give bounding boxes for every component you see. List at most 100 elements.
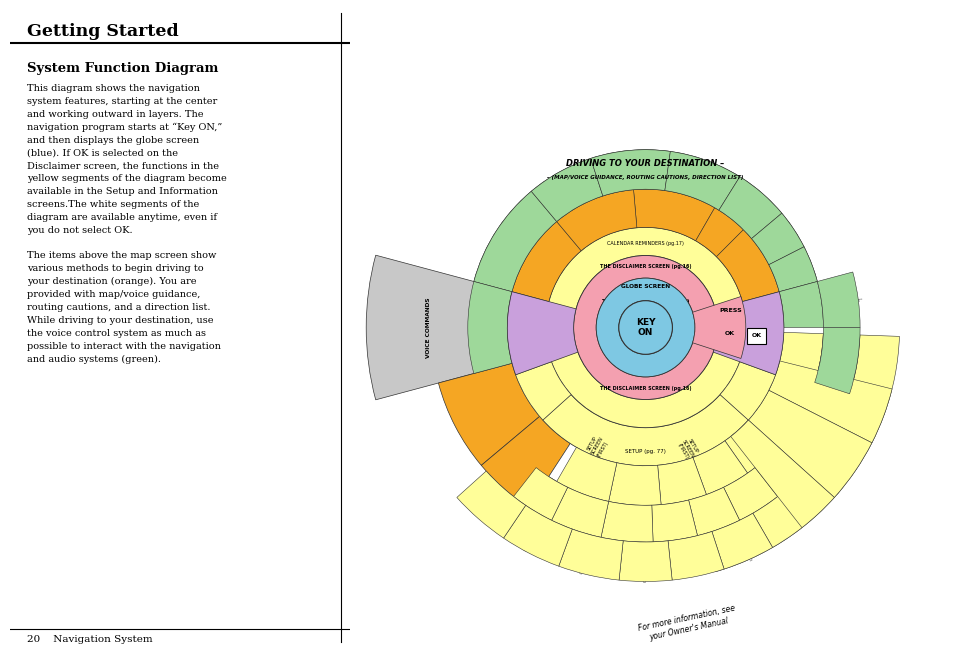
Text: ROUTING
GUIDANCE: ROUTING GUIDANCE xyxy=(741,429,767,455)
Wedge shape xyxy=(590,159,603,196)
Text: KEY
ON: KEY ON xyxy=(636,318,656,337)
Wedge shape xyxy=(658,457,707,504)
Text: VOICE:
"INFORMATION
SCREEN"
(pg. 89): VOICE: "INFORMATION SCREEN" (pg. 89) xyxy=(495,225,531,257)
Text: VOICE:
"DISPLAY (OR SAVE)
CURRENT LOCATION"
(pg.61): VOICE: "DISPLAY (OR SAVE) CURRENT LOCATI… xyxy=(684,155,715,202)
Wedge shape xyxy=(572,495,621,540)
Text: This diagram shows the navigation
system features, starting at the center
and wo: This diagram shows the navigation system… xyxy=(27,84,227,364)
Wedge shape xyxy=(656,460,695,505)
Text: 20    Navigation System: 20 Navigation System xyxy=(27,635,153,645)
Text: OFF-ROAD TRACKING
(pg. 80, 90): OFF-ROAD TRACKING (pg. 80, 90) xyxy=(622,501,635,545)
Text: VOICE:
"MENU" (to
change route)
(pg. 63): VOICE: "MENU" (to change route) (pg. 63) xyxy=(554,172,584,207)
Text: OK
NOT
PRESS.: OK NOT PRESS. xyxy=(532,322,549,340)
Wedge shape xyxy=(552,487,609,537)
Text: VOICE HELP: VOICE HELP xyxy=(675,507,684,534)
Text: VOICE:
"SET WAYPOINT"
(pg. 63): VOICE: "SET WAYPOINT" (pg. 63) xyxy=(732,191,766,226)
Text: MAP LEGEND: MAP LEGEND xyxy=(636,508,642,539)
Wedge shape xyxy=(574,255,717,400)
Text: VOICE:
"HOW FAR TO THE
DESTINATION?"
(pg. 139): VOICE: "HOW FAR TO THE DESTINATION?" (pg… xyxy=(621,150,642,190)
Text: PINs (pg. 80): PINs (pg. 80) xyxy=(813,397,839,411)
Wedge shape xyxy=(531,159,603,221)
Wedge shape xyxy=(731,420,834,528)
Text: PINs (pg. 80): PINs (pg. 80) xyxy=(843,426,866,441)
Text: MATH (pg. 72): MATH (pg. 72) xyxy=(637,468,643,503)
Wedge shape xyxy=(752,214,781,238)
Wedge shape xyxy=(516,362,571,420)
Wedge shape xyxy=(512,221,581,301)
Wedge shape xyxy=(695,487,739,534)
Text: LIST (pg. 70): LIST (pg. 70) xyxy=(601,465,613,496)
Text: CONTINUE
TO THE
DESTINATION
AFTER
(RESTART)
(pg. 65): CONTINUE TO THE DESTINATION AFTER (RESTA… xyxy=(731,250,767,286)
Text: – (MAP/VOICE GUIDANCE, ROUTING CAUTIONS, DIRECTION LIST): – (MAP/VOICE GUIDANCE, ROUTING CAUTIONS,… xyxy=(547,176,744,180)
Wedge shape xyxy=(634,189,715,241)
Wedge shape xyxy=(731,417,810,496)
Wedge shape xyxy=(815,328,860,394)
Text: GUIDE PROMPTS
(pg. 79): GUIDE PROMPTS (pg. 79) xyxy=(478,490,506,519)
Wedge shape xyxy=(474,150,817,291)
Wedge shape xyxy=(609,463,661,505)
Circle shape xyxy=(619,301,672,354)
Wedge shape xyxy=(712,514,773,569)
Text: NAVI AUDIO (pg. 69): NAVI AUDIO (pg. 69) xyxy=(714,439,745,484)
Text: ENTER (pg. 71): ENTER (pg. 71) xyxy=(564,451,586,487)
Wedge shape xyxy=(531,191,557,221)
Text: ADD BOOK (pg. 78): ADD BOOK (pg. 78) xyxy=(857,367,894,378)
Text: VOICE:
"WHAT TIME
IS IT?"
(pg. 139): VOICE: "WHAT TIME IS IT?" (pg. 139) xyxy=(789,298,815,318)
Text: LIST (pg. 70): LIST (pg. 70) xyxy=(694,460,710,491)
Wedge shape xyxy=(549,443,598,495)
Wedge shape xyxy=(749,390,872,497)
Wedge shape xyxy=(684,452,724,498)
Wedge shape xyxy=(769,361,892,443)
Text: UNITS MI/KM (pg. 92): UNITS MI/KM (pg. 92) xyxy=(785,428,823,457)
Text: ADJ. TIME (pg. 93): ADJ. TIME (pg. 93) xyxy=(705,494,721,530)
Text: SETUP
SCREEN
(FIRST): SETUP SCREEN (FIRST) xyxy=(586,433,610,458)
Text: OK: OK xyxy=(725,331,735,335)
Text: INFORMATION SCREEN
(pg. 144): INFORMATION SCREEN (pg. 144) xyxy=(460,389,517,426)
Text: UNVERIFIED (pg. 83): UNVERIFIED (pg. 83) xyxy=(770,500,797,534)
Wedge shape xyxy=(776,332,824,388)
Wedge shape xyxy=(769,247,817,291)
Text: GLOBE SCREEN: GLOBE SCREEN xyxy=(621,284,670,289)
Wedge shape xyxy=(507,291,578,375)
Text: System Function Diagram: System Function Diagram xyxy=(27,62,218,75)
Text: VOLUME
(pg. 73): VOLUME (pg. 73) xyxy=(798,430,817,447)
Text: CONVERT (pg. 72): CONVERT (pg. 72) xyxy=(667,461,680,505)
Wedge shape xyxy=(529,477,585,529)
Wedge shape xyxy=(705,520,756,572)
Wedge shape xyxy=(752,214,804,265)
Text: VOICE:
"MENU" FOR
ENTER
DESTINATION
SCREEN
(pg. 21): VOICE: "MENU" FOR ENTER DESTINATION SCRE… xyxy=(700,214,738,253)
Text: COLOR: COLOR xyxy=(633,477,639,494)
Wedge shape xyxy=(696,208,743,257)
Text: BRIGHTNESS
ZOOM IN/OUT: BRIGHTNESS ZOOM IN/OUT xyxy=(775,412,809,440)
Text: VOICE:
"GO HOME"
(pg. 14): VOICE: "GO HOME" (pg. 14) xyxy=(529,248,562,277)
Wedge shape xyxy=(817,272,860,328)
Wedge shape xyxy=(780,282,824,328)
Text: ADJ. TIME (pg. 93): ADJ. TIME (pg. 93) xyxy=(688,539,700,574)
Text: VOICE:
AUDIO
(pg. 142, 143): VOICE: AUDIO (pg. 142, 143) xyxy=(778,259,809,282)
Text: CALENDAR: CALENDAR xyxy=(550,491,566,515)
Text: REAR CAMERA
(REVERSE): REAR CAMERA (REVERSE) xyxy=(730,375,766,403)
Wedge shape xyxy=(756,447,805,496)
Text: For more information, see
your Owner's Manual: For more information, see your Owner's M… xyxy=(637,604,738,644)
Text: THE DISCLAIMER SCREEN (pg.16): THE DISCLAIMER SCREEN (pg.16) xyxy=(600,386,691,390)
Text: UNVERIFIED (pg. 83): UNVERIFIED (pg. 83) xyxy=(763,454,795,488)
Text: SYSTEM
INFO: SYSTEM INFO xyxy=(581,464,597,486)
Wedge shape xyxy=(514,468,567,520)
Text: VOICE COMMANDS: VOICE COMMANDS xyxy=(426,297,431,358)
Wedge shape xyxy=(590,150,670,196)
Text: CLOCK TYPE (pg. 94): CLOCK TYPE (pg. 94) xyxy=(643,542,648,582)
Wedge shape xyxy=(778,417,831,471)
Wedge shape xyxy=(800,377,852,435)
Text: CALCULATOR: CALCULATOR xyxy=(592,502,604,533)
Text: AVOID AREAS (pg. 87): AVOID AREAS (pg. 87) xyxy=(735,474,763,514)
Text: CALENDAR REMINDERS (pg.17): CALENDAR REMINDERS (pg.17) xyxy=(607,241,684,246)
Text: MAP COLOR (pg. 95): MAP COLOR (pg. 95) xyxy=(573,493,590,533)
Text: PRESS: PRESS xyxy=(719,308,742,313)
Wedge shape xyxy=(621,464,658,505)
Text: VOICE:
"ZOOM IN/ZOOM OUT"
(pg. 54, 140): VOICE: "ZOOM IN/ZOOM OUT" (pg. 54, 140) xyxy=(817,294,863,313)
Wedge shape xyxy=(824,401,884,470)
Wedge shape xyxy=(769,247,804,265)
Wedge shape xyxy=(658,498,705,542)
Text: OK
NOT
PRESS.: OK NOT PRESS. xyxy=(741,324,759,342)
Text: VOICE: "FIND
NEAREST..."
ATM, ETC.
(pg. 141): VOICE: "FIND NEAREST..." ATM, ETC. (pg. … xyxy=(585,198,617,235)
Wedge shape xyxy=(752,392,835,465)
